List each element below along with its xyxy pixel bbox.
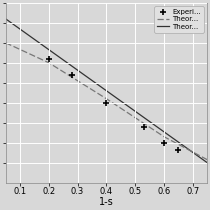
- Legend: Experi..., Theor..., Theor...: Experi..., Theor..., Theor...: [154, 6, 204, 33]
- X-axis label: 1-s: 1-s: [99, 197, 114, 207]
